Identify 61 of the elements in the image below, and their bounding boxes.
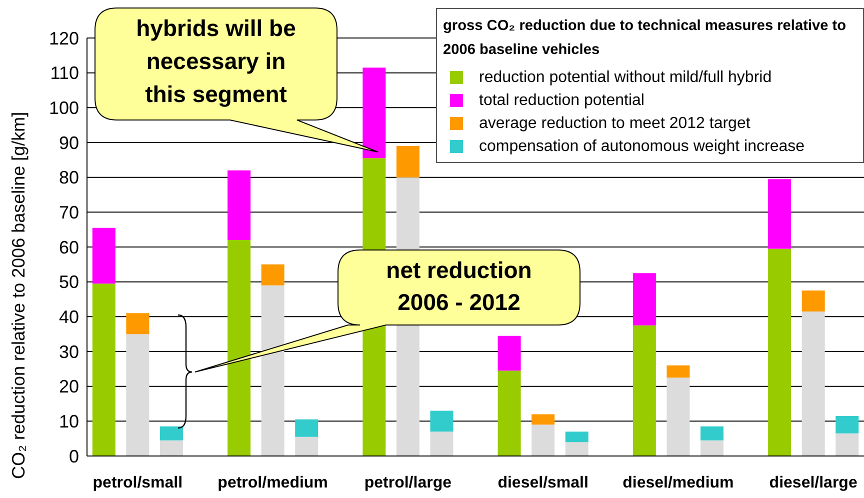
legend-title: gross CO₂ reduction due to technical measures relative to 2006 baseline vehicles xyxy=(443,17,848,60)
legend-label: reduction potential without mild/full hybrid xyxy=(479,68,772,88)
y-tick-label: 70 xyxy=(58,202,79,223)
bar xyxy=(228,170,251,240)
bar xyxy=(666,365,690,378)
x-tick-label: petrol/large xyxy=(364,474,452,492)
y-tick-label: 110 xyxy=(50,63,79,84)
y-tick-label: 120 xyxy=(48,28,79,48)
annotation: hybrids will be necessary in this segment xyxy=(135,14,297,109)
bar xyxy=(430,410,454,432)
y-tick-label: 0 xyxy=(68,446,79,466)
y-tick-label: 60 xyxy=(58,237,79,258)
y-tick-label: 50 xyxy=(58,272,79,292)
y-tick-label: 30 xyxy=(58,342,79,362)
y-tick-label: 90 xyxy=(58,132,79,153)
bar xyxy=(160,440,183,456)
bar xyxy=(228,240,251,456)
bar xyxy=(802,311,825,456)
bar xyxy=(836,433,859,456)
bar xyxy=(261,264,284,286)
bar xyxy=(768,179,792,249)
bar xyxy=(430,432,454,456)
bar xyxy=(768,248,792,456)
bar xyxy=(700,440,724,456)
bar xyxy=(92,284,116,456)
bar xyxy=(498,370,521,456)
y-axis-title: CO₂ reduction relative to 2006 baseline [g/km] xyxy=(8,112,28,479)
bar xyxy=(126,334,150,456)
x-tick-label: diesel/small xyxy=(498,474,588,492)
bar xyxy=(92,228,116,284)
bar xyxy=(632,273,656,326)
legend-label: compensation of autonomous weight increase xyxy=(479,137,805,157)
legend-label: average reduction to meet 2012 target xyxy=(479,114,750,134)
bar xyxy=(498,336,521,371)
y-tick-label: 40 xyxy=(58,307,79,328)
y-tick-label: 80 xyxy=(58,168,79,188)
x-tick-label: diesel/large xyxy=(769,474,858,492)
annotation: net reduction 2006 - 2012 xyxy=(385,256,533,317)
bar xyxy=(565,432,588,442)
bar xyxy=(666,378,690,456)
bar xyxy=(802,290,825,312)
bar xyxy=(836,416,859,434)
bar xyxy=(126,313,150,334)
bar xyxy=(362,68,386,158)
bar xyxy=(700,426,724,440)
y-tick-label: 100 xyxy=(48,98,79,118)
bar xyxy=(261,285,284,456)
bar xyxy=(295,436,318,456)
bar xyxy=(532,424,555,456)
x-tick-label: petrol/small xyxy=(92,474,183,492)
x-tick-label: diesel/medium xyxy=(622,474,734,492)
bar xyxy=(295,419,318,437)
bar xyxy=(565,442,588,456)
y-tick-label: 20 xyxy=(58,376,79,397)
y-tick-label: 10 xyxy=(58,412,79,432)
bar xyxy=(160,426,183,440)
x-tick-label: petrol/medium xyxy=(218,474,328,492)
bar xyxy=(632,325,656,456)
bar xyxy=(532,414,555,425)
legend-label: total reduction potential xyxy=(479,91,644,111)
bar xyxy=(396,146,420,178)
